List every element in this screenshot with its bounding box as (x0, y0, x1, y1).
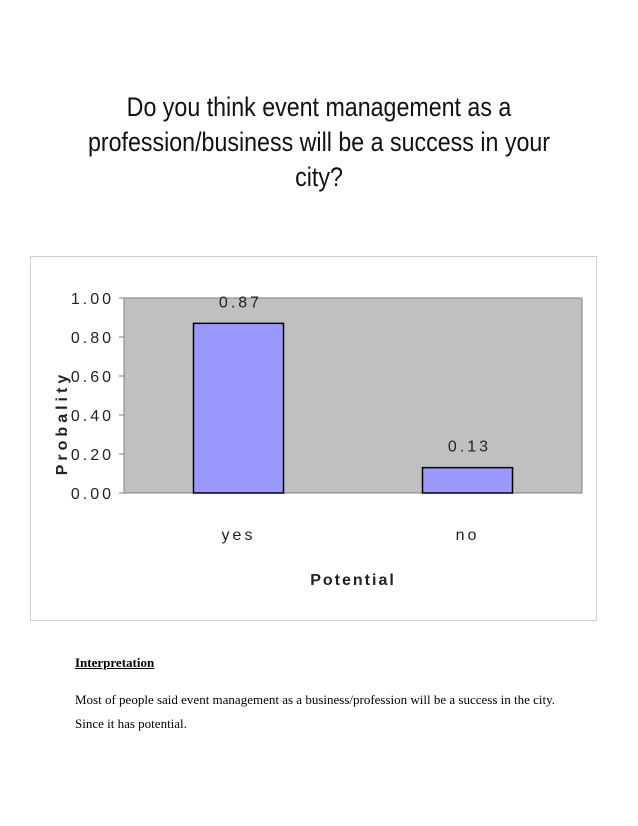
x-tick-label: yes (222, 527, 256, 544)
plot-area (123, 297, 583, 494)
x-axis-title: Potential (310, 572, 396, 589)
y-axis-title: Probality (54, 371, 71, 475)
y-tick-label: 0.40 (71, 408, 114, 425)
y-tick-label: 1.00 (71, 291, 114, 308)
chart-title: Do you think event management as a profe… (87, 92, 551, 192)
y-tick-label: 0.60 (71, 369, 114, 386)
interpretation-text: Most of people said event management as … (75, 692, 556, 731)
data-label: 0.13 (448, 439, 491, 456)
interpretation-heading: Interpretation (75, 655, 155, 670)
y-tick-label: 0.00 (71, 486, 114, 503)
x-tick-label: no (456, 527, 480, 544)
chart-frame (30, 256, 597, 621)
bar-no (421, 466, 514, 494)
y-tick-label: 0.20 (71, 447, 114, 464)
y-tick-label: 0.80 (71, 330, 114, 347)
bar-yes (192, 322, 285, 494)
data-label: 0.87 (219, 294, 262, 311)
